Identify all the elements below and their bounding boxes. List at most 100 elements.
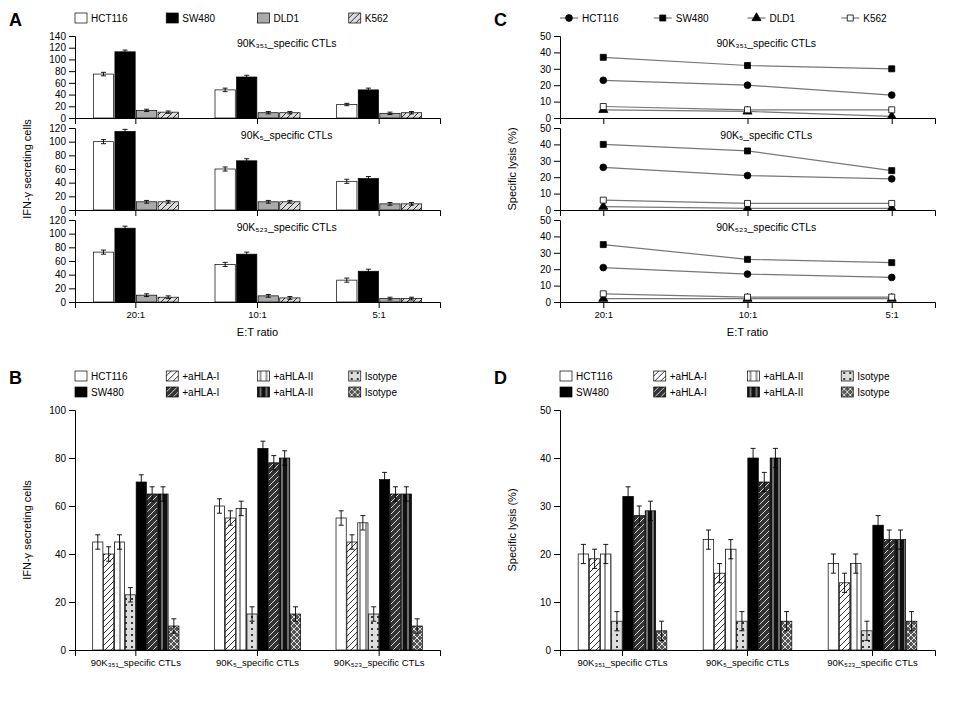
error-bar [887, 530, 892, 549]
y-axis: 01020304050 [540, 405, 561, 656]
tick-label: 80 [55, 453, 67, 464]
axis-line [561, 119, 936, 125]
bar [237, 161, 257, 210]
tick: 100 [49, 54, 75, 65]
error-bar [266, 200, 271, 203]
legend-label: +aHLA-I [670, 387, 707, 398]
error-bar [415, 619, 420, 633]
tick-label: 90K₃₅₁_specific CTLs [577, 657, 667, 668]
tick [748, 210, 749, 216]
legend-item: HCT116 [75, 371, 128, 382]
tick-label: 100 [49, 136, 66, 147]
tick-mark [379, 210, 380, 216]
tick-label: 60 [55, 256, 67, 267]
marker [889, 260, 895, 266]
legend-label: K562 [365, 13, 389, 24]
axis-line [76, 211, 441, 217]
tick [603, 210, 604, 216]
y-axis: 020406080100 [49, 405, 75, 656]
line [603, 245, 891, 263]
tick-mark [69, 59, 75, 60]
tick [748, 118, 749, 124]
legend: HCT116+aHLA-I+aHLA-IIIsotypeSW480+aHLA-I… [560, 371, 890, 398]
tick-label: 100 [49, 54, 66, 65]
tick-mark [257, 302, 258, 308]
legend-swatch [258, 387, 270, 397]
bar [158, 494, 168, 650]
tick-mark [603, 118, 604, 124]
marker [600, 141, 606, 147]
error-bar [223, 88, 228, 92]
panel: 02040608010012020:110:15:1 [49, 215, 440, 320]
bar [379, 480, 389, 650]
legend-swatch [560, 371, 572, 381]
tick-label: 50 [540, 215, 552, 226]
tick: 40 [55, 549, 75, 560]
tick-label: 20 [55, 191, 67, 202]
chart-container: 0 20 40 60 80 100 120 140 90K₃₅₁_specific CTLs HC… [0, 0, 955, 708]
tick-mark [892, 302, 893, 308]
legend-swatch [349, 371, 361, 381]
marker [600, 77, 607, 84]
bar [215, 264, 235, 302]
bar [347, 542, 357, 650]
bar [258, 448, 268, 650]
tick-mark [554, 554, 560, 555]
tick: 60 [55, 501, 75, 512]
tick-label: 140 [49, 31, 66, 42]
tick [379, 118, 380, 124]
axis-line [554, 129, 561, 211]
error-bar [171, 619, 176, 633]
error-bar [366, 177, 371, 181]
tick: 30 [540, 64, 560, 75]
axis-line [554, 37, 561, 119]
tick: 140 [49, 31, 75, 42]
bar [895, 540, 905, 650]
tick: 60 [55, 78, 75, 89]
tick: 5:1 [373, 302, 386, 320]
error-bar [382, 472, 387, 486]
legend-swatch [748, 371, 760, 381]
error-bar [349, 535, 354, 549]
tick-label: 50 [540, 405, 552, 416]
line [603, 57, 891, 68]
tick-label: 100 [49, 228, 66, 239]
bar [358, 271, 378, 302]
tick: 5:1 [886, 302, 899, 320]
bar [726, 549, 736, 650]
tick: 120 [49, 215, 75, 226]
tick: 10 [540, 597, 560, 608]
marker [600, 54, 606, 60]
tick-label: 5:1 [373, 309, 386, 320]
legend-item: +aHLA-II [258, 371, 314, 382]
marker [745, 256, 751, 262]
tick: 0 [60, 645, 75, 656]
error-bar [144, 109, 149, 111]
tick-mark [554, 102, 560, 103]
error-bar [150, 487, 155, 501]
legend-item: SW480 [75, 387, 124, 398]
y-axis: 01020304050 [540, 123, 561, 216]
bar [215, 169, 235, 210]
tick-label: 120 [49, 123, 66, 134]
error-bar [217, 499, 222, 513]
legend-swatch [560, 387, 572, 397]
plot-area [599, 242, 897, 302]
legend-swatch [75, 371, 87, 381]
error-bar [144, 294, 149, 297]
error-bar [648, 501, 653, 520]
tick: 30 [540, 156, 560, 167]
error-bar [166, 296, 171, 299]
legend-marker [660, 15, 666, 21]
tick-label: 5:1 [886, 309, 899, 320]
axis-line [76, 303, 441, 309]
tick-mark [69, 48, 75, 49]
bar [225, 518, 235, 650]
bar [214, 506, 224, 650]
tick: 40 [540, 47, 560, 58]
tick-mark [554, 269, 560, 270]
bar [759, 482, 769, 650]
tick-label: 0 [60, 645, 66, 656]
error-bar [366, 269, 371, 273]
tick [135, 210, 136, 216]
